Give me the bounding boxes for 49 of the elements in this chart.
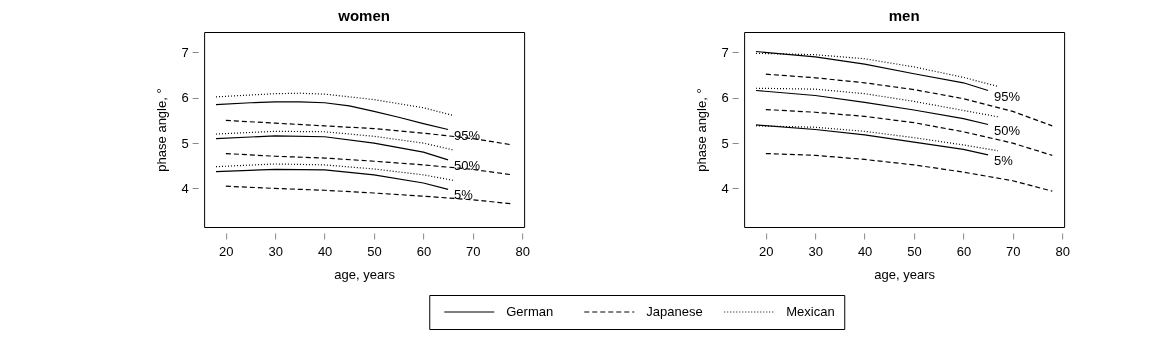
line-series: [215, 101, 449, 131]
x-tick-label: 20: [759, 243, 774, 259]
x-axis-title: age, years: [334, 266, 396, 282]
y-tick-label: 5: [721, 135, 729, 151]
x-tick-label: 70: [1006, 243, 1021, 259]
annotation: 5%: [454, 187, 474, 203]
line-series: [765, 73, 1053, 127]
legend-label: Mexican: [786, 304, 835, 319]
legend-label: German: [506, 304, 554, 319]
x-tick-label: 60: [956, 243, 972, 259]
line-series: [225, 119, 513, 146]
annotation: 95%: [454, 127, 481, 143]
annotation: 50%: [454, 157, 481, 173]
x-tick-label: 50: [367, 243, 382, 259]
y-axis-title: phase angle, °: [154, 88, 170, 172]
annotation: 50%: [994, 122, 1021, 138]
line-series: [215, 135, 449, 161]
line-series: [215, 92, 454, 117]
chart-title: women: [337, 7, 390, 24]
annotation: 95%: [994, 88, 1021, 104]
line-series: [765, 108, 1053, 156]
y-tick-label: 7: [721, 44, 729, 60]
legend-label: Japanese: [646, 304, 703, 319]
line-series: [215, 130, 454, 151]
x-tick-label: 40: [857, 243, 873, 259]
x-tick-label: 60: [416, 243, 432, 259]
x-tick-label: 80: [1055, 243, 1070, 259]
line-series: [225, 185, 513, 205]
x-tick-label: 30: [268, 243, 283, 259]
x-tick-label: 40: [317, 243, 333, 259]
y-tick-label: 4: [721, 180, 729, 196]
x-tick-label: 70: [466, 243, 481, 259]
y-axis-title: phase angle, °: [694, 88, 710, 172]
x-tick-label: 50: [907, 243, 922, 259]
y-tick-label: 5: [181, 135, 189, 151]
y-tick-label: 4: [181, 180, 189, 196]
y-tick-label: 7: [181, 44, 189, 60]
y-tick-label: 6: [721, 90, 729, 106]
chart-title: men: [888, 7, 920, 24]
annotation: 5%: [994, 152, 1014, 168]
x-tick-label: 30: [808, 243, 823, 259]
line-series: [215, 163, 454, 181]
y-tick-label: 6: [181, 90, 189, 106]
line-series: [225, 152, 513, 176]
x-tick-label: 20: [219, 243, 234, 259]
x-axis-title: age, years: [874, 266, 936, 282]
line-series: [215, 168, 449, 190]
x-tick-label: 80: [515, 243, 530, 259]
line-series: [765, 152, 1053, 192]
